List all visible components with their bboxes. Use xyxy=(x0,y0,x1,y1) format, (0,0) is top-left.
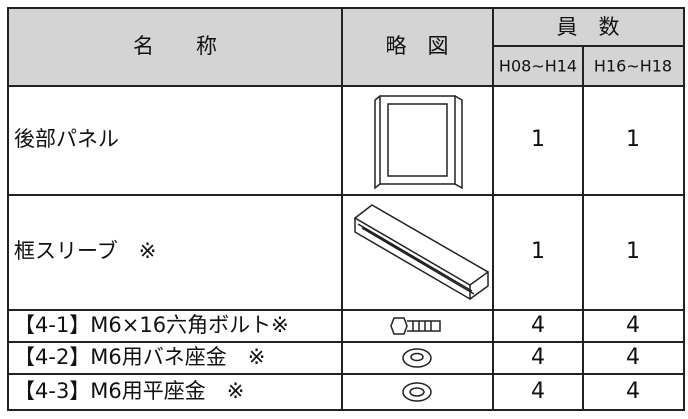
row-count: 1 xyxy=(626,127,640,152)
row-count: 4 xyxy=(626,379,640,404)
table-grid xyxy=(7,7,685,411)
row-name: 【4-3】M6用平座金 ※ xyxy=(14,379,244,403)
row-name: 【4-2】M6用バネ座金 ※ xyxy=(14,345,265,369)
header-name: 名 称 xyxy=(133,34,217,58)
row-name: 框スリーブ ※ xyxy=(14,239,156,263)
row-count: 1 xyxy=(626,239,640,264)
spring-washer-icon xyxy=(402,348,432,368)
row-count: 4 xyxy=(626,313,640,338)
header-sub: H08~H14 xyxy=(499,57,577,76)
flat-washer-icon xyxy=(402,382,432,402)
header-sub: H16~H18 xyxy=(594,57,672,76)
row-count: 1 xyxy=(531,239,545,264)
row-count: 4 xyxy=(531,379,545,404)
header-count: 員 数 xyxy=(557,15,620,39)
row-count: 4 xyxy=(531,313,545,338)
panel-icon xyxy=(374,95,463,190)
header-figure: 略 図 xyxy=(386,34,449,58)
row-name: 【4-1】M6×16六角ボルト※ xyxy=(14,313,289,337)
row-count: 4 xyxy=(626,345,640,370)
row-count: 1 xyxy=(531,127,545,152)
table-body: 後部パネル 1 1 框スリーブ ※ 1 1 【4-1】M6×16六角ボルト※ 4 4 【4-2】M… xyxy=(14,127,640,404)
row-name: 後部パネル xyxy=(14,127,119,151)
bolt-icon xyxy=(390,317,441,335)
sleeve-icon xyxy=(353,204,490,301)
row-count: 4 xyxy=(531,345,545,370)
